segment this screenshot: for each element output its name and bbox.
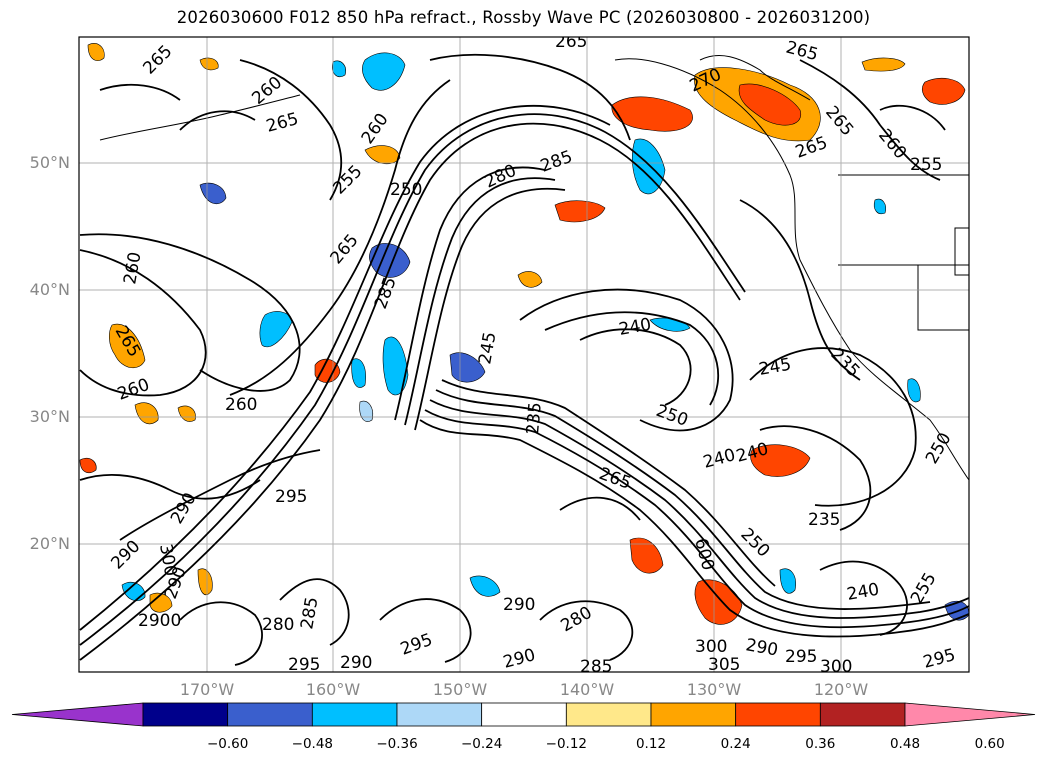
contour-label: 250 [390,180,422,200]
colorbar-bin [819,702,906,727]
positive-anomaly-shading [79,43,966,625]
contour-label: 280 [262,615,294,635]
lat-label-50n: 50°N [29,153,70,172]
contour-label: 300 [820,657,852,677]
colorbar-tick-label: −0.24 [460,736,503,752]
contour-label: 260 [225,395,257,415]
contour-label: 305 [708,655,740,675]
colorbar-tick-label: 0.48 [889,736,921,752]
lon-label-120w: 120°W [813,680,869,699]
colorbar-bin [396,702,483,727]
contour-label: 300 [695,637,727,657]
map-title: 2026030600 F012 850 hPa refract., Rossby… [176,8,871,27]
negative-anomaly-shading [121,52,969,621]
colorbar-tick-label: −0.48 [291,736,334,752]
colorbar-tick-label: 0.36 [805,736,836,752]
lat-label-20n: 20°N [29,534,70,553]
lon-label-150w: 150°W [432,680,488,699]
lon-label-130w: 130°W [686,680,742,699]
lon-label-140w: 140°W [559,680,615,699]
colorbar-bin [565,702,652,727]
contour-label: 235 [523,401,546,435]
contour-label: 295 [785,647,817,667]
contour-label: 290 [503,595,535,615]
contour-label: 295 [288,655,320,675]
contour-label: 2900 [138,611,181,631]
colorbar-bin [735,702,821,727]
graticule [79,37,969,672]
colorbar-tick-label: 0.12 [635,736,667,752]
lat-label-30n: 30°N [29,407,70,426]
lon-label-160w: 160°W [305,680,361,699]
lat-label-40n: 40°N [29,280,70,299]
colorbar-bin [650,702,737,727]
plot-area [79,37,969,672]
colorbar [11,702,1036,727]
colorbar-tick-label: −0.36 [376,736,418,752]
contour-label: 255 [910,155,942,175]
colorbar-bin [142,702,229,727]
refractivity-contours [79,53,969,666]
colorbar-bin [481,702,567,727]
colorbar-tick-label: 0.60 [974,736,1005,752]
lon-label-170w: 170°W [179,680,235,699]
contour-label: 290 [340,653,372,673]
colorbar-extend-left [11,702,144,727]
colorbar-bin [227,702,313,727]
colorbar-tick-label: −0.12 [545,736,588,752]
contour-label: 285 [580,657,612,677]
contour-label: 295 [275,487,307,507]
contour-label: 235 [808,510,840,530]
contour-label: 265 [555,32,587,52]
colorbar-extend-right [904,702,1036,727]
colorbar-tick-label: 0.24 [720,736,751,752]
plot-frame [78,36,970,673]
colorbar-bin [311,702,398,727]
colorbar-tick-label: −0.60 [206,736,249,752]
